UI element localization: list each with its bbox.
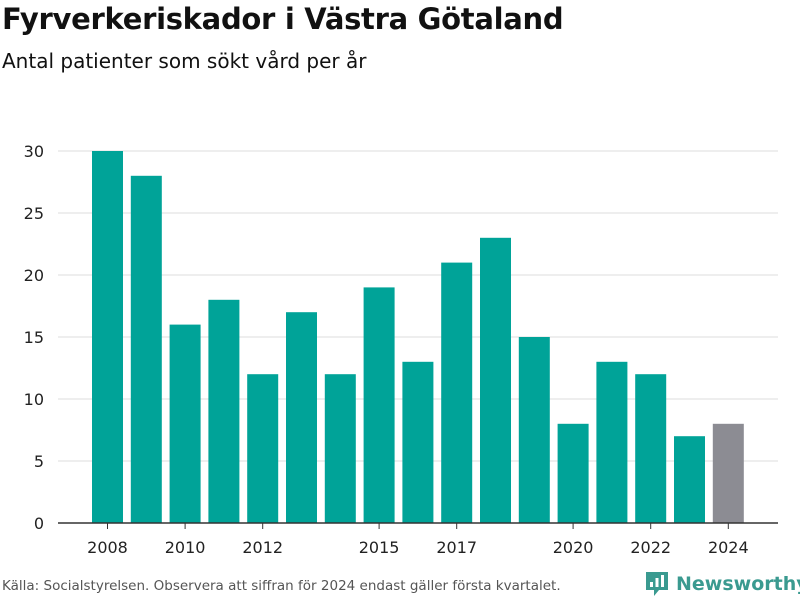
bar-2020	[557, 423, 589, 523]
bar-2022	[635, 374, 667, 523]
bar-2009	[130, 175, 162, 524]
brand-name: Newsworthy	[676, 573, 800, 595]
bar-2013	[286, 312, 317, 523]
newsworthy-logo-icon	[646, 572, 668, 596]
x-tick-label: 2008	[87, 538, 128, 557]
x-tick-label: 2017	[436, 538, 477, 557]
chart-title: Fyrverkeriskador i Västra Götaland	[2, 2, 564, 36]
source-note: Källa: Socialstyrelsen. Observera att si…	[2, 578, 561, 594]
y-tick-label: 10	[24, 390, 44, 409]
bar-2012	[247, 374, 279, 523]
bar-2021	[596, 361, 628, 523]
bar-2011	[208, 299, 240, 523]
bar-2008	[92, 151, 123, 523]
x-axis-ticks: 2008 2010 2012 2015 2017 2020 2022 2024	[87, 523, 749, 557]
x-tick-label: 2020	[553, 538, 594, 557]
bar-2010	[169, 324, 201, 523]
bar-2014	[324, 374, 356, 523]
x-tick-label: 2012	[242, 538, 283, 557]
x-tick-label: 2015	[359, 538, 400, 557]
bar-2018	[480, 237, 511, 524]
x-tick-label: 2022	[630, 538, 671, 557]
y-tick-label: 5	[34, 452, 44, 471]
bar-2017	[441, 262, 473, 523]
bar-2023	[674, 436, 705, 523]
bar-2019	[518, 337, 550, 523]
brand-logo[interactable]: Newsworthy	[644, 569, 800, 599]
x-tick-label: 2024	[708, 538, 749, 557]
bars	[92, 151, 744, 524]
y-tick-label: 30	[24, 142, 44, 161]
y-tick-label: 25	[24, 204, 44, 223]
bar-2016	[402, 361, 434, 523]
chart-subtitle: Antal patienter som sökt vård per år	[2, 49, 367, 73]
y-tick-label: 20	[24, 266, 44, 285]
x-tick-label: 2010	[165, 538, 206, 557]
y-tick-label: 15	[24, 328, 44, 347]
bar-2024	[712, 423, 744, 523]
y-tick-label: 0	[34, 514, 44, 533]
bar-2015	[363, 287, 395, 523]
y-axis-ticks: 0 5 10 15 20 25 30	[24, 142, 44, 533]
